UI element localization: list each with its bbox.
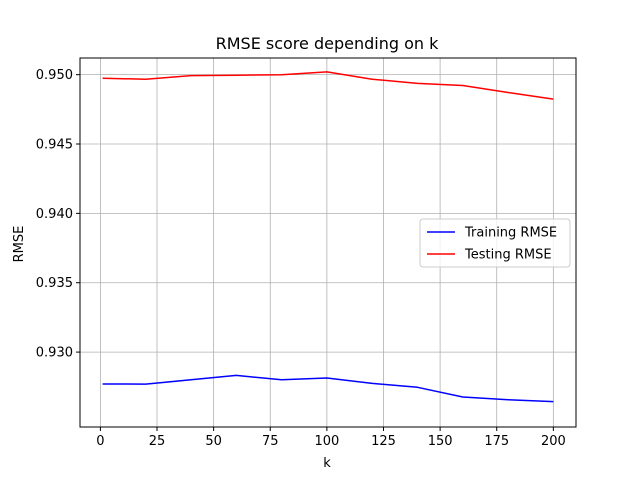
chart-title: RMSE score depending on k <box>216 34 439 53</box>
plot-frame <box>79 57 577 428</box>
x-axis-label: k <box>323 456 331 471</box>
legend-label: Training RMSE <box>464 226 557 241</box>
series-line-testing-rmse <box>102 71 554 100</box>
y-tick-label: 0.950 <box>36 68 73 83</box>
x-tick-label: 50 <box>205 434 222 449</box>
y-axis-label: RMSE <box>12 226 27 263</box>
x-tick-label: 175 <box>484 434 509 449</box>
legend: Training RMSE Testing RMSE <box>419 218 571 268</box>
x-tick-label: 25 <box>149 434 166 449</box>
grid <box>80 58 576 427</box>
y-tick-label: 0.935 <box>36 276 73 291</box>
x-tick-label: 75 <box>262 434 279 449</box>
legend-label: Testing RMSE <box>464 248 552 263</box>
x-tick-label: 100 <box>314 434 339 449</box>
x-tick-label: 150 <box>428 434 453 449</box>
legend-box <box>419 218 571 268</box>
x-tick-label: 200 <box>541 434 566 449</box>
x-tick-label: 0 <box>96 434 104 449</box>
axis-ticks: 0 25 50 75 100 125 150 175 200 0.930 0.935 0.940 0.9… <box>36 68 566 449</box>
y-tick-label: 0.930 <box>36 346 73 361</box>
y-tick-label: 0.945 <box>36 138 73 153</box>
series-lines <box>102 71 554 403</box>
y-tick-label: 0.940 <box>36 207 73 222</box>
series-line-training-rmse <box>102 374 554 403</box>
x-tick-label: 125 <box>371 434 396 449</box>
